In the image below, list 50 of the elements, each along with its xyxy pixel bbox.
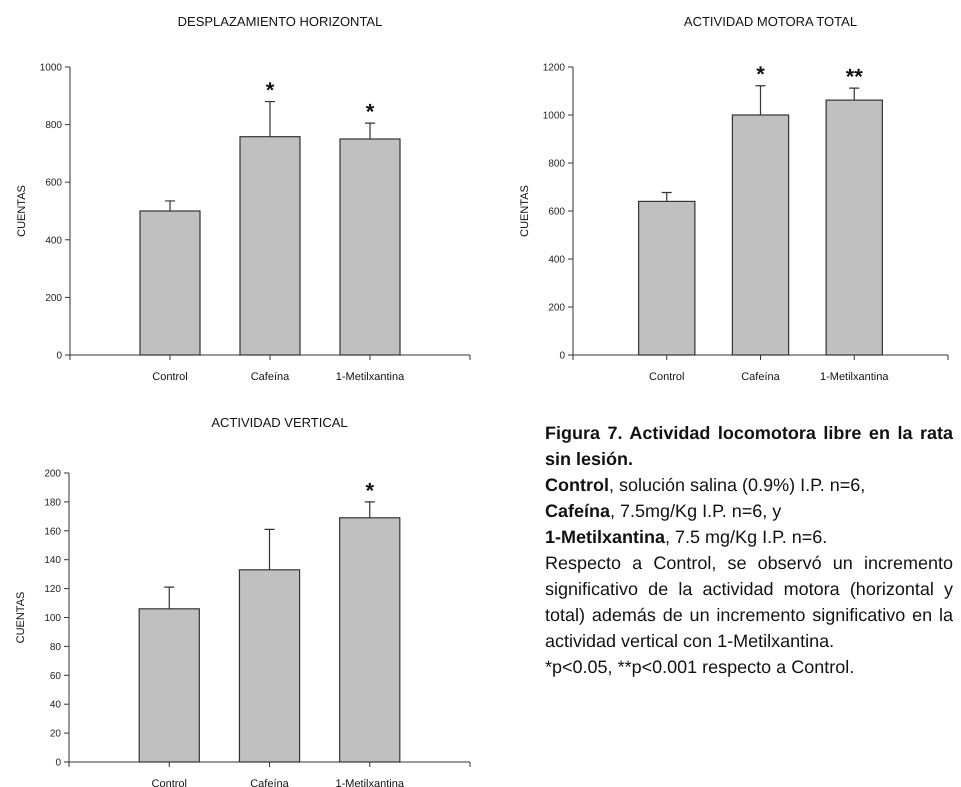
y-tick-label: 1200	[542, 62, 566, 74]
x-tick-label: Control	[152, 371, 188, 383]
text: Control, solución salina (0.9%) I.P. n=6,	[545, 474, 866, 497]
data-label: *	[365, 478, 374, 503]
text: Figura 7. Actividad locomotora libre en la rata sin lesión.	[545, 422, 953, 471]
chart-title: ACTIVIDAD VERTICAL	[211, 415, 348, 430]
y-axis-title: CUENTAS	[519, 185, 531, 237]
data-label: *	[366, 99, 375, 124]
y-tick-label: 200	[45, 292, 62, 304]
text: Cafeína, 7.5mg/Kg I.P. n=6, y	[545, 500, 782, 523]
chart-title: DESPLAZAMIENTO HORIZONTAL	[178, 14, 382, 29]
x-tick-label: Cafeína	[250, 778, 290, 787]
y-tick-label: 0	[56, 350, 62, 362]
y-tick-label: 1000	[40, 62, 62, 74]
x-tick-label: Control	[152, 778, 187, 787]
y-tick-label: 200	[548, 302, 566, 314]
y-tick-label: 20	[50, 728, 62, 740]
y-axis-title: CUENTAS	[16, 185, 28, 237]
y-tick-label: 400	[548, 254, 566, 266]
y-tick-label: 140	[44, 555, 62, 566]
y-tick-label: 100	[44, 613, 62, 624]
data-label: **	[846, 64, 864, 90]
y-tick-label: 600	[45, 178, 62, 189]
y-tick-label: 400	[45, 235, 62, 246]
y-tick-label: 200	[44, 468, 62, 480]
y-tick-label: 60	[50, 670, 62, 682]
y-tick-label: 600	[548, 206, 566, 218]
y-tick-label: 160	[44, 526, 62, 538]
x-tick-label: 1-Metilxantina	[820, 371, 890, 383]
y-tick-label: 40	[50, 700, 62, 711]
text: Respecto a Control, se observó un incremento significativo de la actividad motora (horizontal y total) además de un incremento significativo en la actividad vertical con 1-Metilxantina.	[545, 552, 953, 653]
data-label: *	[266, 78, 275, 103]
y-tick-label: 180	[44, 497, 62, 508]
text: 1-Metilxantina, 7.5 mg/Kg I.P. n=6.	[545, 526, 828, 549]
data-label: *	[756, 62, 766, 87]
x-tick-label: Control	[649, 371, 684, 383]
y-tick-label: 0	[559, 350, 566, 362]
y-tick-label: 0	[55, 758, 62, 768]
text: *p<0.05, **p<0.001 respecto a Control.	[545, 656, 856, 679]
x-tick-label: Cafeína	[741, 371, 781, 383]
x-tick-label: Cafeína	[250, 371, 290, 383]
y-tick-label: 120	[44, 584, 62, 596]
y-tick-label: 80	[50, 642, 62, 653]
x-tick-label: 1-Metilxantina	[336, 371, 406, 383]
y-tick-label: 1000	[542, 110, 566, 122]
chart-title: ACTIVIDAD MOTORA TOTAL	[684, 14, 858, 29]
y-tick-label: 800	[45, 120, 62, 132]
y-axis-title: CUENTAS	[15, 592, 27, 644]
y-tick-label: 800	[548, 158, 566, 170]
x-tick-label: 1-Metilxantina	[336, 778, 405, 787]
